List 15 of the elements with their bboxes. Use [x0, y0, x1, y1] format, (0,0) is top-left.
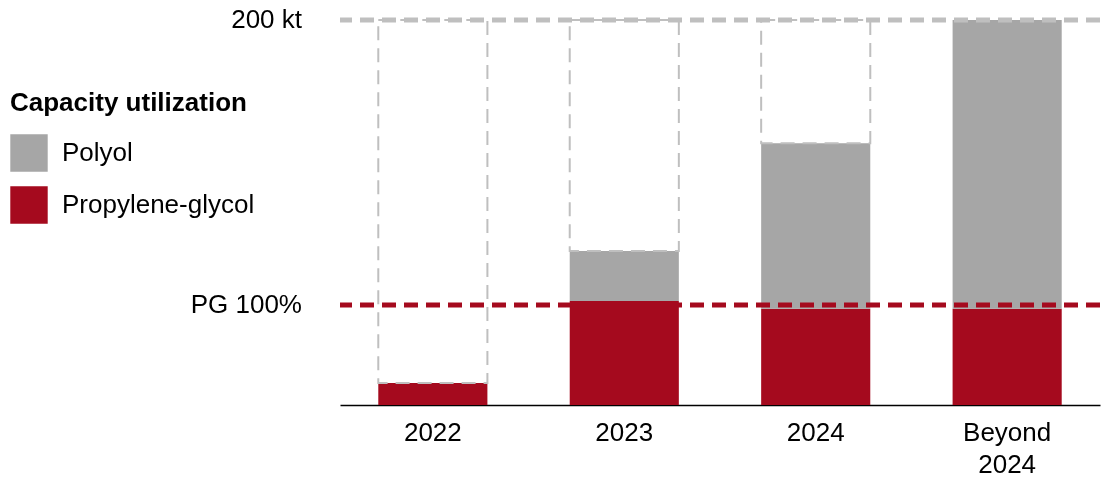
ref-line-label: 200 kt	[231, 4, 303, 34]
legend-title: Capacity utilization	[10, 87, 247, 117]
x-tick-label: 2024	[786, 416, 845, 447]
legend-label: Propylene-glycol	[62, 189, 255, 219]
x-tick-label: 2022	[403, 416, 462, 447]
ref-line-label: PG 100%	[190, 288, 302, 319]
bar	[952, 308, 1062, 405]
bar	[378, 383, 488, 405]
bar	[761, 308, 871, 405]
x-tick-label: 2023	[595, 416, 654, 447]
bar	[761, 143, 871, 309]
x-tick-label: Beyond 2024	[963, 416, 1052, 479]
bar	[952, 20, 1062, 309]
bar	[569, 251, 679, 302]
legend-label: Polyol	[62, 137, 133, 167]
